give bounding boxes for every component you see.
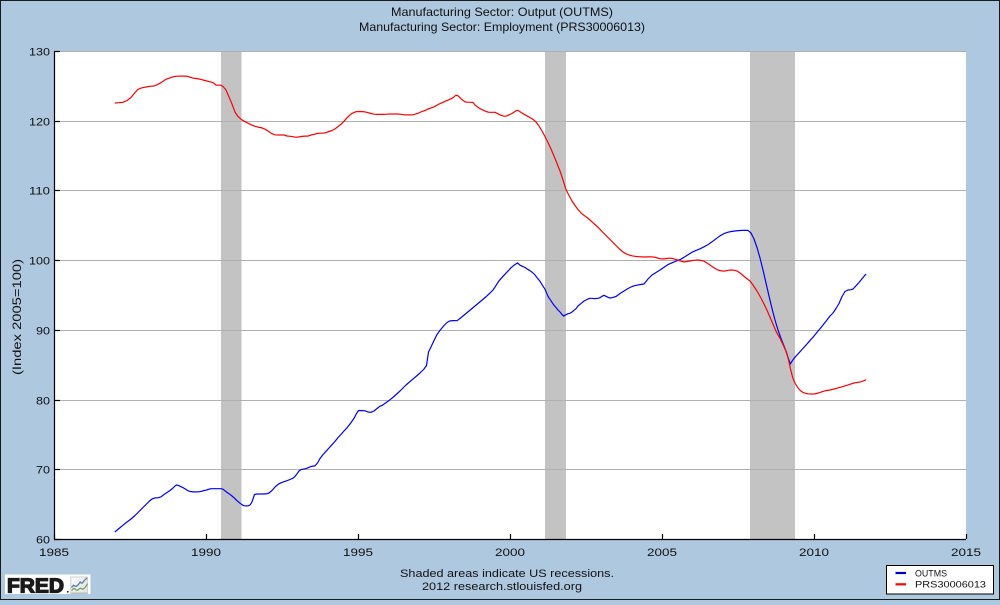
svg-text:2012 research.stlouisfed.org: 2012 research.stlouisfed.org bbox=[422, 581, 582, 593]
svg-text:PRS30006013: PRS30006013 bbox=[915, 580, 986, 590]
svg-text:Shaded areas indicate US reces: Shaded areas indicate US recessions. bbox=[400, 568, 614, 580]
svg-text:Manufacturing Sector: Employme: Manufacturing Sector: Employment (PRS300… bbox=[359, 20, 645, 34]
svg-text:FRED: FRED bbox=[7, 575, 64, 598]
svg-text:2005: 2005 bbox=[647, 547, 677, 559]
svg-text:2015: 2015 bbox=[951, 547, 981, 559]
svg-text:110: 110 bbox=[29, 186, 50, 198]
svg-text:OUTMS: OUTMS bbox=[915, 568, 947, 578]
svg-text:2010: 2010 bbox=[799, 547, 829, 559]
svg-text:130: 130 bbox=[29, 47, 50, 59]
svg-text:(Index 2005=100): (Index 2005=100) bbox=[10, 259, 24, 375]
svg-text:100: 100 bbox=[29, 256, 50, 268]
svg-text:60: 60 bbox=[36, 535, 50, 547]
svg-text:1985: 1985 bbox=[39, 547, 69, 559]
svg-text:90: 90 bbox=[36, 326, 50, 338]
svg-text:80: 80 bbox=[36, 396, 50, 408]
svg-text:2000: 2000 bbox=[495, 547, 525, 559]
svg-text:Manufacturing Sector: Output (: Manufacturing Sector: Output (OUTMS) bbox=[391, 5, 613, 19]
svg-text:70: 70 bbox=[36, 465, 50, 477]
svg-text:120: 120 bbox=[29, 117, 50, 129]
svg-text:1995: 1995 bbox=[343, 547, 373, 559]
svg-text:1990: 1990 bbox=[191, 547, 221, 559]
